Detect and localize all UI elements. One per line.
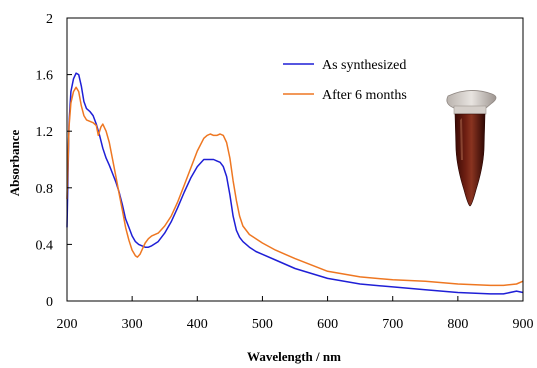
vial-photo <box>446 90 497 207</box>
legend-label-as-synthesized: As synthesized <box>322 58 406 73</box>
y-axis-title: Absorbance <box>7 130 22 197</box>
y-tick-label: 0 <box>46 295 53 310</box>
x-tick-label: 700 <box>382 317 403 332</box>
plot-frame <box>66 17 524 302</box>
y-tick-label: 0.8 <box>36 182 54 197</box>
y-tick-label: 1.6 <box>36 69 54 84</box>
x-tick-label: 200 <box>57 317 78 332</box>
x-tick-label: 500 <box>252 317 273 332</box>
y-tick-label: 1.2 <box>36 125 54 140</box>
x-tick-label: 600 <box>317 317 338 332</box>
x-tick-label: 800 <box>447 317 468 332</box>
series-line-as-synthesized <box>66 72 524 295</box>
x-tick-label: 400 <box>187 317 208 332</box>
y-tick-label: 2 <box>46 12 53 27</box>
legend: As synthesized After 6 months <box>283 58 407 103</box>
series-line-after-6-months <box>66 86 524 287</box>
plot-area <box>66 72 524 295</box>
x-axis-title: Wavelength / nm <box>247 349 341 364</box>
axes: 200 300 400 500 600 700 800 900 0 0.4 0.8 1.2 1.6 2 <box>36 12 534 332</box>
x-tick-label: 900 <box>513 317 534 332</box>
legend-label-after-6-months: After 6 months <box>322 88 407 103</box>
x-tick-label: 300 <box>122 317 143 332</box>
y-tick-label: 0.4 <box>36 238 54 253</box>
